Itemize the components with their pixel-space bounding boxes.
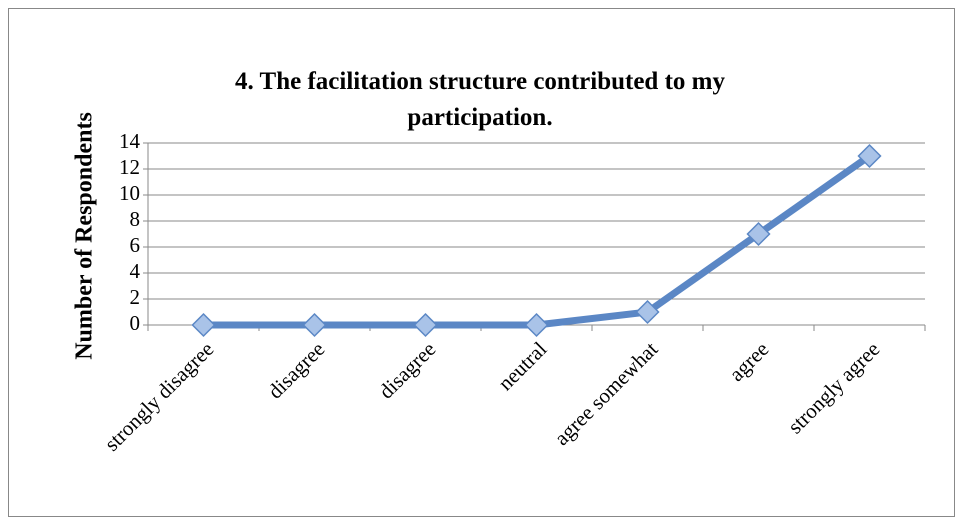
data-marker [302, 312, 327, 338]
y-tick-label: 14 [119, 129, 141, 153]
y-tick-label: 2 [130, 285, 141, 309]
y-tick-label: 10 [119, 181, 140, 205]
data-marker [857, 143, 882, 169]
data-marker [413, 312, 438, 338]
data-marker [746, 221, 771, 247]
y-tick-label: 6 [130, 233, 141, 257]
data-marker [191, 312, 216, 338]
chart-border [8, 8, 955, 517]
y-tick-label: 0 [130, 311, 141, 335]
data-marker [524, 312, 549, 338]
data-marker [635, 299, 660, 325]
y-tick-label: 8 [130, 207, 141, 231]
y-tick-label: 12 [119, 155, 140, 179]
chart-title: 4. The facilitation structure contribute… [234, 68, 725, 131]
y-axis-label: Number of Respondents [72, 112, 98, 360]
y-tick-label: 4 [130, 259, 141, 283]
